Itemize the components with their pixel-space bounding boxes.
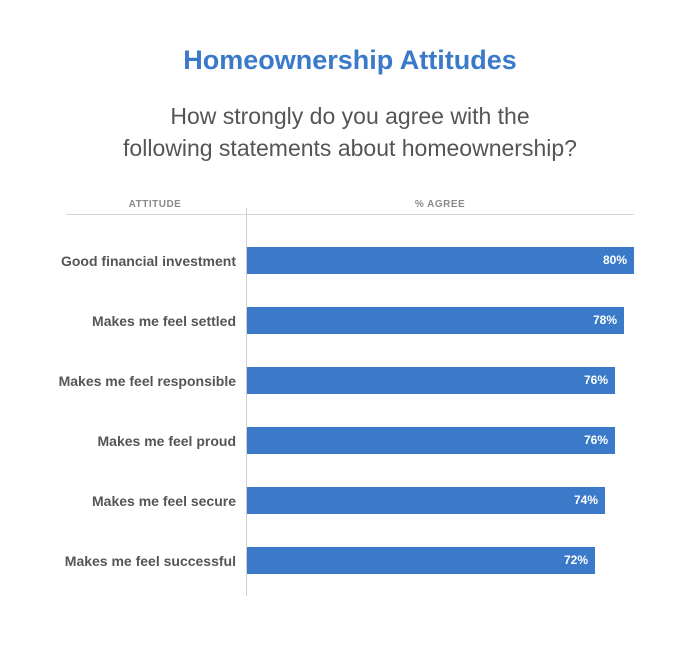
bar: 76%	[247, 427, 615, 454]
subtitle-line-1: How strongly do you agree with the	[170, 103, 530, 129]
bar-value-label: 72%	[563, 553, 588, 567]
bar-value-label: 76%	[583, 373, 608, 387]
bar: 72%	[247, 547, 595, 574]
category-label: Makes me feel responsible	[58, 373, 236, 389]
bar-value-label: 78%	[592, 313, 617, 327]
chart-title: Homeownership Attitudes	[183, 45, 517, 75]
bar-value-label: 76%	[583, 433, 608, 447]
category-label: Makes me feel successful	[64, 553, 236, 569]
category-label: Makes me feel settled	[92, 313, 236, 329]
bar: 74%	[247, 487, 605, 514]
category-label: Good financial investment	[60, 253, 236, 269]
subtitle-line-2: following statements about homeownership…	[123, 135, 577, 161]
bar: 76%	[247, 367, 615, 394]
category-label: Makes me feel proud	[97, 433, 237, 449]
chart-subtitle: How strongly do you agree with the follo…	[0, 100, 700, 164]
column-header-agree: % AGREE	[414, 199, 466, 210]
category-axis-line	[246, 208, 247, 596]
bar-value-label: 74%	[573, 493, 598, 507]
bar: 78%	[247, 307, 624, 334]
bar-value-label: 80%	[602, 253, 627, 267]
header-divider	[66, 214, 634, 215]
bar: 80%	[247, 247, 634, 274]
category-label: Makes me feel secure	[92, 493, 236, 509]
column-header-attitude: ATTITUDE	[128, 199, 182, 210]
